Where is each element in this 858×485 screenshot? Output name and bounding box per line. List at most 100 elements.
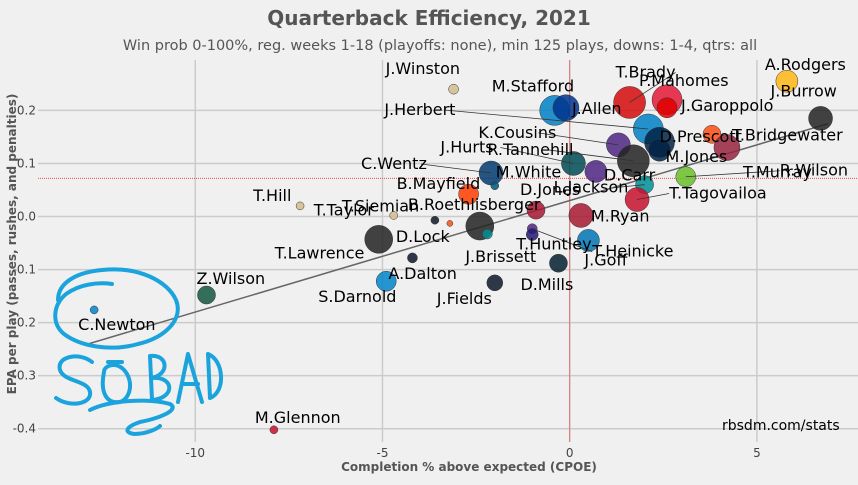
qb-label: T.Hill [252,186,291,205]
qb-point [549,253,568,273]
x-axis-label: Completion % above expected (CPOE) [341,460,597,474]
qb-point [482,228,493,240]
label-leaders [421,72,780,253]
qb-label: B.Mayfield [397,174,481,193]
label-leader [532,228,593,253]
qb-point [713,134,741,161]
qb-label: P.Mahomes [639,71,729,90]
qb-point [808,106,833,131]
label-leader [547,149,634,162]
y-tick-label: -0.3 [13,369,36,383]
qb-point [269,425,279,435]
qb-label: J.Winston [385,59,460,78]
qb-point [656,97,678,118]
axis-ticks: -10 -5 0 5 -0.4 -0.3 -0.2 -0.1 0.0 0.1 0.2 [13,103,761,460]
qb-label: J.Brissett [464,247,536,266]
qb-label: C.Newton [78,315,155,334]
qb-point [407,252,418,264]
label-leader [629,72,676,103]
qb-label: D.Carr [604,165,656,184]
y-tick-label: 0.2 [17,103,36,117]
qb-label: B.Roethlisberger [408,195,541,214]
qb-point [526,200,546,220]
y-tick-label: -0.4 [13,422,36,436]
qb-point [486,274,504,292]
qb-label: M.Stafford [492,76,574,95]
x-tick-label: 0 [566,446,574,460]
label-leader [444,109,649,130]
qb-label: M.White [496,163,561,182]
qb-point [375,270,397,292]
reference-lines [38,60,858,442]
qb-label: D.Prescott [660,127,742,146]
y-tick-label: -0.1 [13,263,36,277]
qb-label: D.Mills [520,275,573,294]
qb-label: T.Lawrence [274,243,365,262]
qb-label: J.Fields [436,289,492,308]
qb-point [568,203,594,228]
qb-point [295,201,305,211]
qb-label: M.Ryan [591,206,650,225]
qb-point [577,229,600,252]
qb-label: J.Goff [583,250,628,269]
qb-label: T.Taylor [313,200,375,219]
chart-subtitle: Win prob 0-100%, reg. weeks 1-18 (playof… [123,38,757,54]
qb-label: M.Jones [666,147,728,166]
qb-label: A.Rodgers [765,55,846,74]
qb-label: Z.Wilson [196,269,265,288]
qb-label: T.Heinicke [591,242,673,261]
qb-point [648,138,671,162]
scribble-underline [88,398,175,436]
trend-line [86,122,829,346]
scribble-text [54,352,224,406]
qb-label: D.Jones [520,180,580,199]
x-tick-label: -10 [185,446,205,460]
y-tick-label: -0.2 [13,316,36,330]
handwritten-annotation [53,267,224,436]
qb-point [458,183,479,205]
qb-label: T.Huntley [515,235,591,254]
qb-label: T.Tagovailoa [668,184,767,203]
qb-label: M.Glennon [255,408,341,427]
qb-label: T.Siemian [341,196,419,215]
label-leader [500,147,574,164]
qb-label: J.Herbert [383,100,455,119]
qb-label: T.Bridgewater [731,125,843,144]
label-leader [685,170,780,178]
label-leader [613,184,645,189]
qb-label: T.Brady [615,62,676,81]
qb-label: R.Wilson [780,161,848,180]
qb-label: J.Burrow [770,81,837,100]
qb-point [448,83,459,95]
x-tick-label: -5 [376,446,388,460]
qb-label: T.Murray [742,163,812,182]
qb-label: J.Hurts [439,137,493,156]
qb-point [430,215,440,225]
qb-label: R.Tannehill [487,140,573,159]
qb-label: J.Garoppolo [680,96,773,115]
qb-label: A.Dalton [388,264,457,283]
label-leader [421,163,492,174]
qb-point [552,94,580,121]
qb-point [89,305,99,315]
qb-point [364,225,393,254]
qb-label: C.Wentz [361,154,427,173]
qb-point [702,125,722,144]
label-leader [637,193,670,200]
y-tick-label: 0.1 [17,156,36,170]
qb-label: K.Cousins [478,123,556,142]
y-tick-label: 0.0 [17,210,36,224]
chart-title: Quarterback Efficiency, 2021 [267,6,591,30]
qb-label: J.Allen [571,99,622,118]
x-tick-label: 5 [753,446,761,460]
qb-label: S.Darnold [318,287,396,306]
scribble-circle [53,267,180,350]
qb-point [389,211,398,220]
qb-label: D.Lock [396,227,451,246]
qb-point [197,285,216,305]
qb-label: L.Jackson [554,178,629,197]
qb-point [584,160,608,183]
label-leader [538,132,619,146]
credit-text: rbsdm.com/stats [722,418,840,434]
